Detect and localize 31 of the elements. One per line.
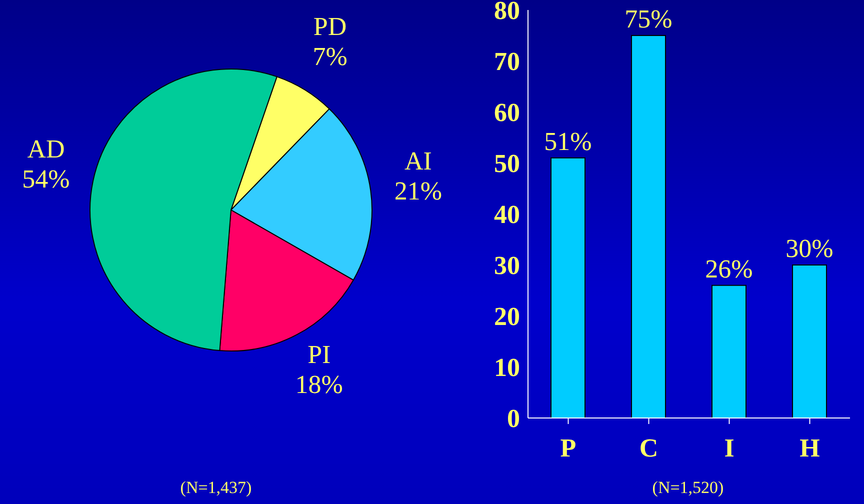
x-tick-label: C	[639, 433, 658, 462]
x-tick-label: P	[560, 433, 576, 462]
slice-label: PD	[313, 12, 347, 42]
slice-label: PI	[308, 340, 331, 370]
y-tick-label: 0	[507, 404, 520, 434]
data-label: 54%	[22, 164, 70, 194]
slice-label: AD	[27, 134, 65, 164]
bar	[550, 157, 586, 418]
y-tick-label: 20	[494, 302, 520, 332]
text: (N=1,437)	[179, 478, 253, 498]
y-tick-label: 80	[494, 0, 520, 26]
data-label: 7%	[312, 42, 348, 72]
x-tick-label: H	[800, 433, 820, 462]
data-label: 21%	[394, 176, 442, 206]
y-tick-label: 30	[494, 251, 520, 280]
data-label: 75%	[624, 4, 672, 34]
bar	[712, 284, 746, 418]
data-label: 18%	[295, 370, 343, 400]
y-tick-label: 40	[494, 200, 520, 230]
slice-label: AI	[404, 146, 432, 176]
text: (N=1,520)	[651, 478, 725, 498]
y-tick-label: 60	[494, 98, 520, 128]
data-label: 51%	[544, 126, 592, 156]
y-tick-label: 70	[494, 47, 520, 76]
data-label: 26%	[705, 254, 753, 284]
bar	[792, 264, 827, 418]
bar	[631, 35, 666, 418]
y-tick-label: 10	[494, 353, 520, 382]
data-label: 30%	[786, 234, 834, 263]
y-tick-label: 50	[494, 149, 520, 178]
x-tick-label: I	[724, 433, 734, 462]
